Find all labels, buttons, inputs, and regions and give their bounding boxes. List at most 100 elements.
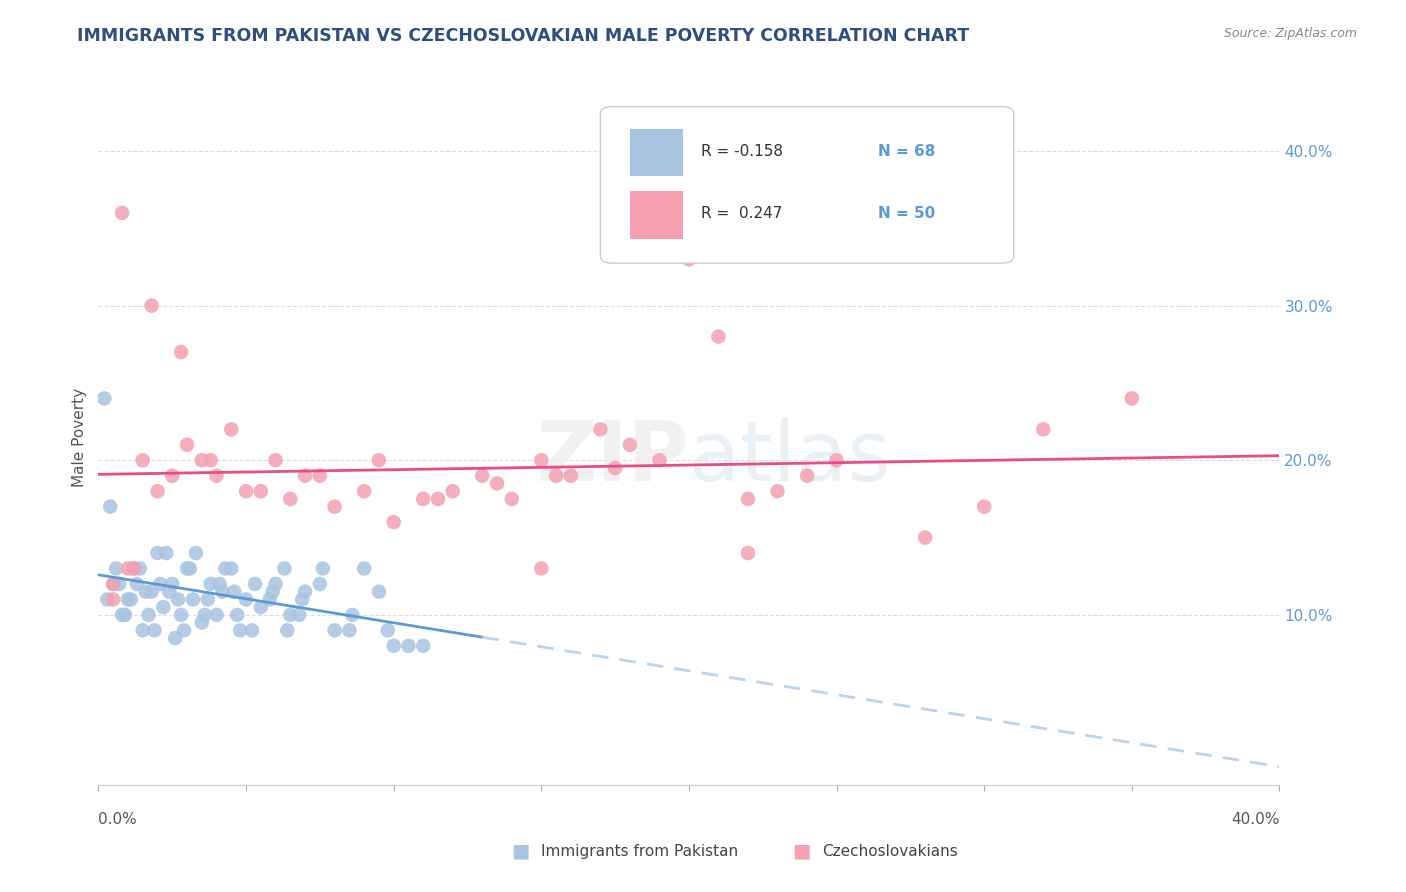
Point	[132, 453, 155, 467]
Y-axis label: Male Poverty: Male Poverty	[72, 387, 87, 487]
Point	[353, 561, 375, 575]
Text: IMMIGRANTS FROM PAKISTAN VS CZECHOSLOVAKIAN MALE POVERTY CORRELATION CHART: IMMIGRANTS FROM PAKISTAN VS CZECHOSLOVAK…	[77, 27, 970, 45]
Point	[162, 468, 183, 483]
Point	[103, 592, 125, 607]
Point	[323, 624, 346, 638]
Point	[111, 607, 134, 622]
Point	[114, 607, 136, 622]
Point	[117, 561, 139, 575]
FancyBboxPatch shape	[600, 106, 1014, 263]
Point	[486, 476, 509, 491]
Point	[259, 592, 281, 607]
Point	[224, 584, 246, 599]
Point	[264, 453, 287, 467]
Point	[323, 500, 346, 514]
Point	[117, 592, 139, 607]
Point	[250, 484, 273, 499]
Point	[294, 584, 316, 599]
Point	[125, 577, 148, 591]
Point	[141, 299, 163, 313]
Point	[589, 422, 612, 436]
Point	[262, 584, 284, 599]
Point	[914, 531, 936, 545]
Point	[530, 453, 553, 467]
Point	[560, 468, 582, 483]
Point	[155, 546, 177, 560]
Point	[264, 577, 287, 591]
Point	[766, 484, 789, 499]
Point	[619, 438, 641, 452]
Point	[219, 561, 242, 575]
Point	[396, 639, 419, 653]
Point	[278, 607, 302, 622]
Point	[501, 491, 523, 506]
Point	[291, 592, 314, 607]
Point	[546, 468, 568, 483]
Point	[191, 453, 214, 467]
Point	[288, 607, 311, 622]
Point	[1121, 392, 1143, 406]
Point	[152, 600, 174, 615]
Text: ZIP: ZIP	[537, 417, 689, 499]
Point	[273, 561, 295, 575]
Point	[98, 500, 121, 514]
Point	[678, 252, 700, 267]
Point	[179, 561, 201, 575]
Point	[530, 561, 553, 575]
Point	[427, 491, 450, 506]
Point	[342, 607, 364, 622]
Point	[197, 592, 219, 607]
Point	[128, 561, 150, 575]
Text: N = 50: N = 50	[877, 206, 935, 221]
Point	[205, 468, 228, 483]
Point	[796, 468, 818, 483]
Point	[108, 577, 131, 591]
Point	[973, 500, 995, 514]
Point	[312, 561, 335, 575]
Text: ■: ■	[792, 841, 811, 860]
Point	[353, 484, 375, 499]
Point	[120, 592, 142, 607]
Point	[122, 561, 145, 575]
Point	[135, 584, 157, 599]
Text: ■: ■	[510, 841, 530, 860]
Point	[211, 584, 233, 599]
Point	[122, 561, 145, 575]
Point	[165, 631, 187, 645]
Point	[170, 345, 193, 359]
Text: Immigrants from Pakistan: Immigrants from Pakistan	[541, 845, 738, 859]
Text: R =  0.247: R = 0.247	[700, 206, 782, 221]
Text: Source: ZipAtlas.com: Source: ZipAtlas.com	[1223, 27, 1357, 40]
Point	[200, 577, 222, 591]
Point	[377, 624, 399, 638]
Point	[240, 624, 263, 638]
Point	[184, 546, 207, 560]
Point	[146, 484, 169, 499]
Point	[648, 453, 671, 467]
Point	[138, 607, 160, 622]
Point	[146, 546, 169, 560]
Point	[368, 453, 391, 467]
Point	[111, 206, 134, 220]
Point	[412, 639, 434, 653]
Point	[205, 607, 228, 622]
Point	[96, 592, 118, 607]
Point	[173, 624, 195, 638]
Point	[229, 624, 252, 638]
Point	[200, 453, 222, 467]
Text: N = 68: N = 68	[877, 144, 935, 159]
Point	[132, 624, 155, 638]
Bar	[630, 128, 683, 177]
Point	[235, 592, 257, 607]
Point	[382, 515, 405, 529]
Point	[162, 577, 183, 591]
Text: Czechoslovakians: Czechoslovakians	[823, 845, 959, 859]
Point	[309, 577, 332, 591]
Point	[143, 624, 166, 638]
Point	[181, 592, 204, 607]
Point	[368, 584, 391, 599]
Point	[149, 577, 172, 591]
Point	[141, 584, 163, 599]
Point	[235, 484, 257, 499]
Point	[103, 577, 125, 591]
